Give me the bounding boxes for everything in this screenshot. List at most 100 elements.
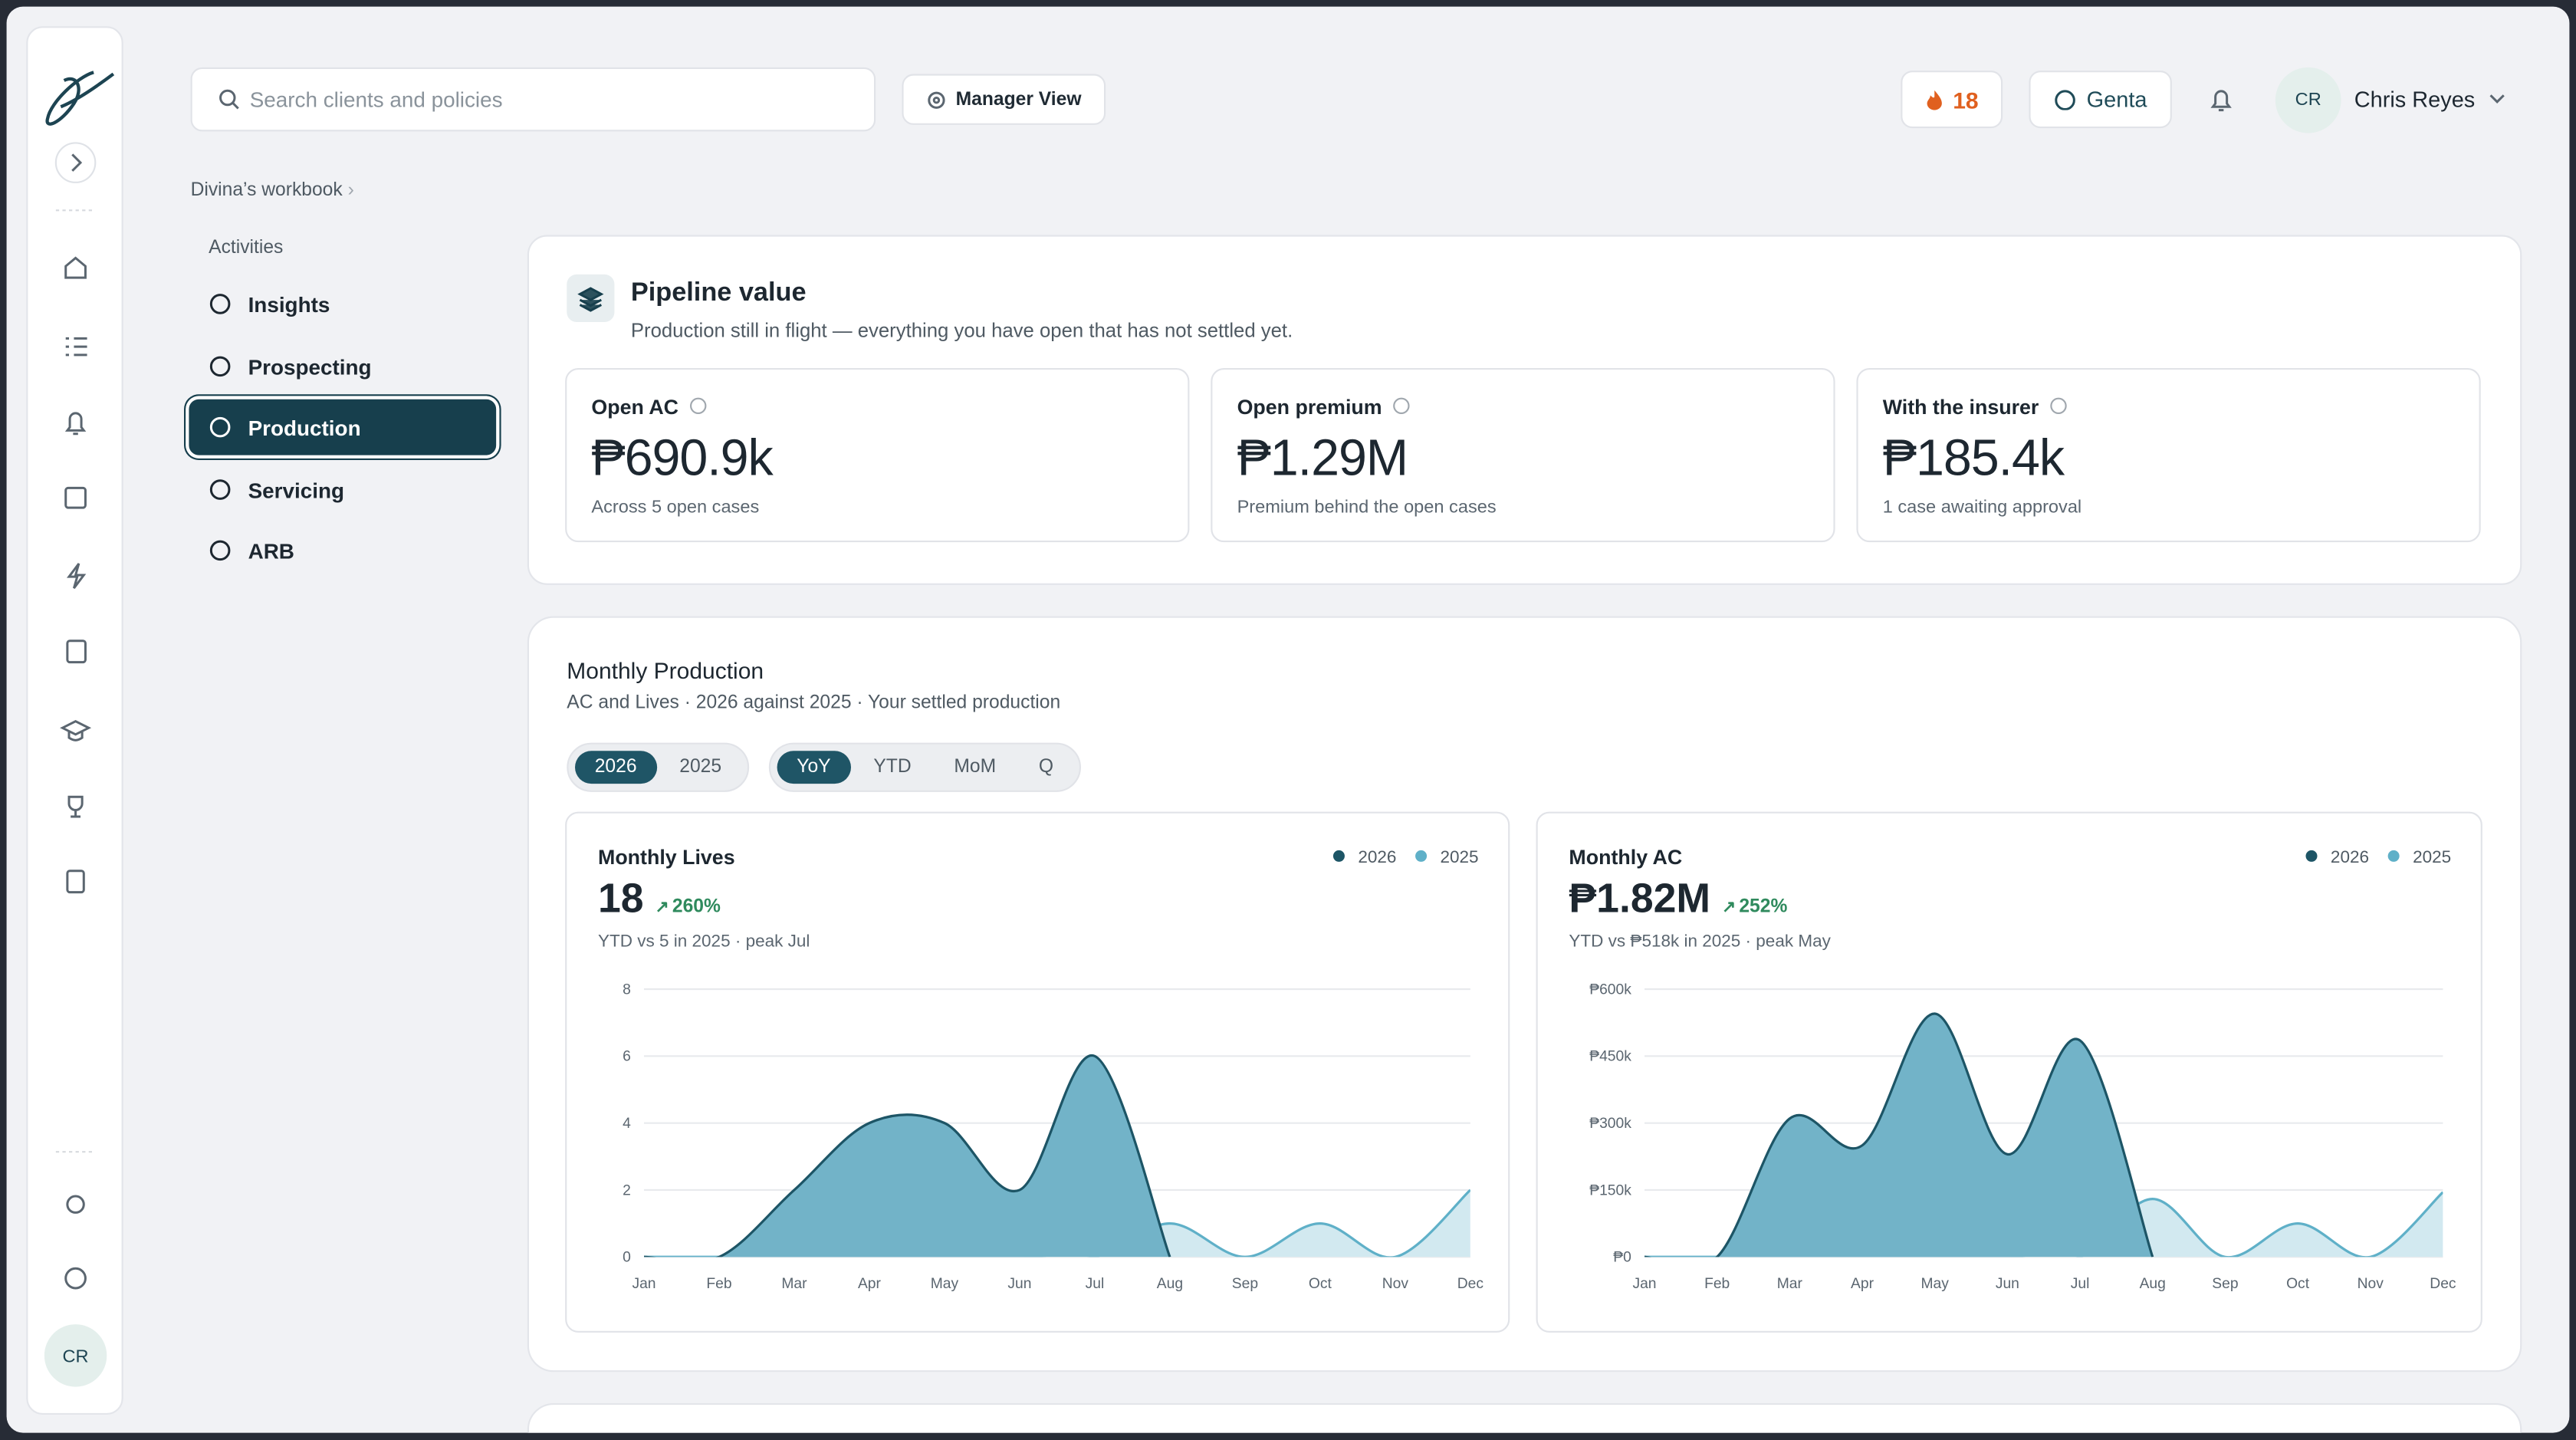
calculator-icon[interactable] <box>66 870 85 894</box>
x-tick-label: Dec <box>2430 1276 2456 1292</box>
chart-title: Monthly Lives <box>598 846 735 870</box>
kpi-label: Open premium <box>1237 396 1809 419</box>
year-tabs: 2026 2025 <box>567 742 750 792</box>
legend-swatch <box>2387 850 2400 862</box>
nav-item[interactable]: Prospecting <box>189 338 496 394</box>
info-icon <box>690 397 707 414</box>
kpi-value: ₱1.29M <box>1237 429 1409 487</box>
x-tick-label: May <box>931 1276 959 1292</box>
calendar-icon[interactable] <box>64 486 87 509</box>
nav-label: Production <box>248 415 361 440</box>
x-tick-label: Nov <box>1382 1276 1409 1292</box>
x-tick-label: Feb <box>1704 1276 1730 1292</box>
kpi-label: With the insurer <box>1883 396 2455 419</box>
x-tick-label: Aug <box>1157 1276 1183 1292</box>
breadcrumb-item[interactable]: Divina’s workbook <box>190 180 343 201</box>
user-name[interactable]: Chris Reyes <box>2354 87 2476 112</box>
expand-button[interactable] <box>54 142 97 183</box>
headline-value: 18 <box>598 876 644 922</box>
chevron-icon <box>71 153 83 172</box>
year-tab[interactable]: 2025 <box>679 757 722 778</box>
chart-title: Monthly AC <box>1569 846 1683 870</box>
manager-view-button[interactable]: Manager View <box>902 74 1106 125</box>
nav-item[interactable]: Insights <box>189 276 496 332</box>
nav-item[interactable]: ARB <box>189 522 496 578</box>
mode-tab[interactable]: MoM <box>954 757 997 778</box>
plot <box>1644 1012 2443 1258</box>
kpi-value: ₱690.9k <box>591 429 773 487</box>
nav-icon <box>209 540 231 561</box>
nav-item[interactable]: Servicing <box>189 462 496 518</box>
x-tick-label: Jan <box>1632 1276 1656 1292</box>
line <box>643 1054 1171 1258</box>
mode-tabs: YoY YTD MoM Q <box>768 742 1082 792</box>
x-tick-label: Nov <box>2358 1276 2384 1292</box>
alerts-icon[interactable] <box>64 412 87 436</box>
y-tick-label: 2 <box>623 1182 631 1198</box>
y-tick-label: 4 <box>623 1116 631 1132</box>
mode-tab[interactable]: YoY <box>777 751 851 784</box>
legend-swatch <box>1332 850 1345 862</box>
help-icon[interactable] <box>64 1267 87 1290</box>
nav-icon <box>209 416 231 438</box>
kpi-label: Open AC <box>591 396 1163 419</box>
area <box>643 1055 1170 1258</box>
sidebar: CR <box>26 26 123 1415</box>
chart-headline: 18 ↗ 260% <box>598 876 721 923</box>
chart-headline: ₱1.82M ↗ 252% <box>1569 876 1787 923</box>
manager-view-label: Manager View <box>955 89 1082 110</box>
x-tick-label: Feb <box>706 1276 731 1292</box>
assistant-icon <box>2055 90 2076 110</box>
kpi-note: Across 5 open cases <box>591 498 760 518</box>
settings-icon[interactable] <box>66 1195 85 1214</box>
trend-icon: ↗ <box>1722 899 1737 917</box>
mode-tab[interactable]: YTD <box>873 757 912 778</box>
nav-item[interactable]: Production <box>189 399 497 455</box>
user-avatar[interactable]: CR <box>2275 67 2341 133</box>
mode-tab[interactable]: Q <box>1038 757 1054 778</box>
x-tick-label: Aug <box>2140 1276 2166 1292</box>
user-initials: CR <box>2295 90 2321 110</box>
chart-note: YTD vs ₱518k in 2025 · peak May <box>1569 932 1831 952</box>
search-icon <box>219 89 239 110</box>
monthly-subtitle: AC and Lives · 2026 against 2025 · Your … <box>567 693 1061 713</box>
search-box[interactable]: Search clients and policies <box>190 67 876 132</box>
trophy-icon[interactable] <box>67 795 84 818</box>
y-tick-label: ₱600k <box>1589 981 1631 998</box>
change-value: 252% <box>1739 897 1788 917</box>
x-tick-label: Jun <box>1007 1276 1031 1292</box>
notifications-button[interactable] <box>2208 87 2234 113</box>
y-tick-label: ₱300k <box>1589 1116 1631 1132</box>
tasks-icon[interactable] <box>65 337 87 357</box>
y-tick-label: 8 <box>623 981 631 998</box>
home-icon[interactable] <box>64 256 87 279</box>
year-tab[interactable]: 2026 <box>575 751 657 784</box>
y-tick-label: 6 <box>623 1049 631 1065</box>
change-badge: ↗ 260% <box>656 897 721 917</box>
y-tick-label: ₱150k <box>1589 1182 1631 1198</box>
trend-icon: ↗ <box>655 899 669 917</box>
chart: ₱0 ₱150k ₱300k ₱450k ₱600k Jan Feb Mar Apr May Jun… <box>1589 847 2456 1292</box>
x-tick-label: Mar <box>1777 1276 1803 1292</box>
streak-badge[interactable]: 18 <box>1901 71 2003 129</box>
bolt-icon[interactable] <box>66 563 87 590</box>
x-tick-label: Jun <box>1996 1276 2019 1292</box>
breadcrumb[interactable]: Divina’s workbook › <box>191 181 354 201</box>
chart-panel: Monthly AC ₱1.82M ↗ 252% YTD vs ₱518k in 202… <box>1536 811 2482 1333</box>
next-card <box>527 1403 2522 1433</box>
logo <box>45 71 115 126</box>
assistant-button[interactable]: Genta <box>2029 71 2172 129</box>
nav-icon <box>209 294 231 314</box>
kpi-label-text: Open premium <box>1237 396 1382 419</box>
nav-icon <box>209 356 231 377</box>
kpi-card: Open AC ₱690.9k Across 5 open cases <box>565 368 1190 543</box>
contacts-icon[interactable] <box>66 639 87 664</box>
avatar[interactable] <box>44 1324 107 1387</box>
legend-label: 2026 <box>1358 847 1396 866</box>
line <box>643 1188 1470 1258</box>
flame-icon <box>1926 90 1942 110</box>
x-tick-label: May <box>1921 1276 1949 1292</box>
learning-icon[interactable] <box>60 720 92 741</box>
user-menu-chevron[interactable] <box>2489 92 2505 105</box>
